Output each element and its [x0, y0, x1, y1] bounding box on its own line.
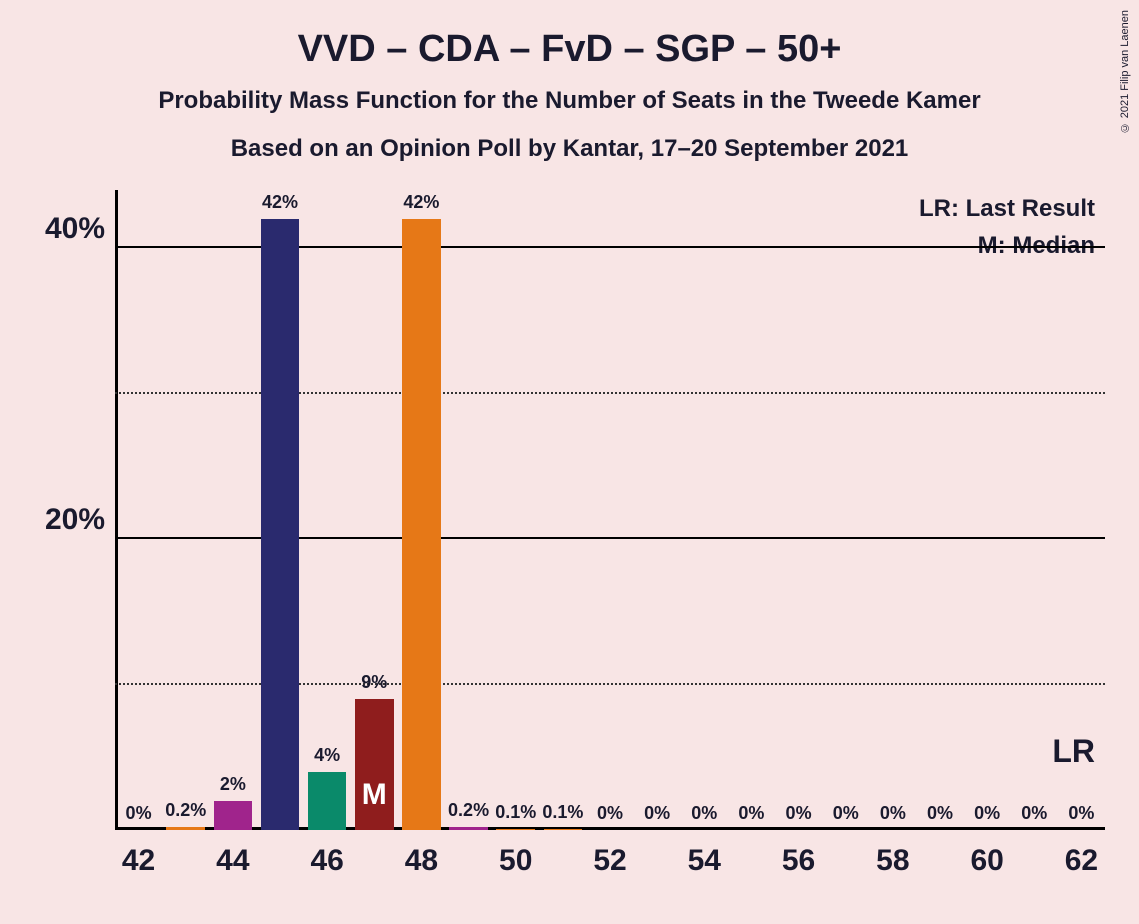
chart-plot-area: LR: Last Result M: Median LR 20%40%0%0.2… — [115, 190, 1105, 830]
x-axis-label: 58 — [876, 844, 909, 878]
bar-value-label: 0.2% — [448, 800, 489, 821]
copyright-text: © 2021 Filip van Laenen — [1119, 10, 1131, 133]
bar — [496, 829, 535, 830]
bar-value-label: 0% — [738, 803, 764, 824]
bar-value-label: 0% — [974, 803, 1000, 824]
chart-title: VVD – CDA – FvD – SGP – 50+ — [0, 0, 1139, 71]
bar — [166, 827, 205, 830]
x-axis-label: 48 — [405, 844, 438, 878]
bar-inner-label: M — [362, 778, 387, 812]
chart-subtitle-2: Based on an Opinion Poll by Kantar, 17–2… — [0, 135, 1139, 163]
bar — [402, 219, 441, 830]
chart-subtitle-1: Probability Mass Function for the Number… — [0, 87, 1139, 115]
x-axis-label: 44 — [216, 844, 249, 878]
legend-lr: LR: Last Result — [919, 195, 1095, 223]
x-axis-label: 60 — [970, 844, 1003, 878]
bar-value-label: 0% — [833, 803, 859, 824]
bar — [449, 827, 488, 830]
bar — [261, 219, 300, 830]
x-axis-label: 50 — [499, 844, 532, 878]
bar-value-label: 0.1% — [495, 802, 536, 823]
lr-marker: LR — [1052, 733, 1095, 770]
bar-value-label: 42% — [403, 192, 439, 213]
x-axis-label: 42 — [122, 844, 155, 878]
x-axis-label: 54 — [688, 844, 721, 878]
y-axis — [115, 190, 118, 830]
bar-value-label: 0% — [126, 803, 152, 824]
bar-value-label: 9% — [361, 672, 387, 693]
bar-value-label: 0% — [597, 803, 623, 824]
bar — [544, 829, 583, 830]
y-axis-label: 20% — [45, 503, 105, 537]
x-axis-label: 52 — [593, 844, 626, 878]
bar-value-label: 0.1% — [542, 802, 583, 823]
bar-value-label: 0% — [786, 803, 812, 824]
bar — [308, 772, 347, 830]
bar-value-label: 0% — [644, 803, 670, 824]
bar-value-label: 4% — [314, 745, 340, 766]
bar-value-label: 0% — [1068, 803, 1094, 824]
bar-value-label: 0% — [691, 803, 717, 824]
bar: M — [355, 699, 394, 830]
bar — [214, 801, 253, 830]
x-axis-label: 62 — [1065, 844, 1098, 878]
bar-value-label: 2% — [220, 774, 246, 795]
bar-value-label: 0% — [927, 803, 953, 824]
bar-value-label: 0% — [1021, 803, 1047, 824]
x-axis-label: 56 — [782, 844, 815, 878]
bar-value-label: 0.2% — [165, 800, 206, 821]
y-axis-label: 40% — [45, 212, 105, 246]
bar-value-label: 0% — [880, 803, 906, 824]
bar-value-label: 42% — [262, 192, 298, 213]
x-axis-label: 46 — [310, 844, 343, 878]
